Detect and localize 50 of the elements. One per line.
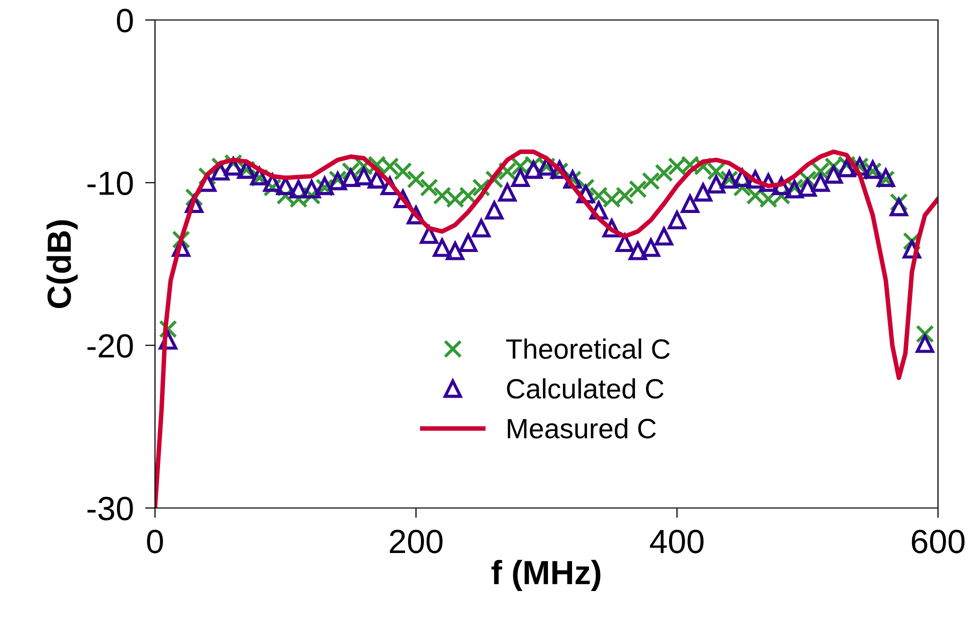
legend-label: Measured C <box>508 418 656 438</box>
point <box>302 180 321 198</box>
point <box>654 164 674 182</box>
point <box>276 176 295 196</box>
point <box>798 178 817 197</box>
point <box>511 168 530 187</box>
legend-label: Theoretical C <box>506 338 670 359</box>
x-tick-label: 0 <box>147 530 163 554</box>
point <box>368 170 386 189</box>
point <box>668 210 686 230</box>
point <box>824 165 843 184</box>
point <box>706 175 726 194</box>
point <box>890 198 908 216</box>
x-tick-label: 200 <box>390 530 443 554</box>
point <box>706 162 726 180</box>
y-tick-label: -30 <box>87 496 133 520</box>
x-tick-label: 600 <box>912 530 965 554</box>
point <box>524 160 543 179</box>
point <box>628 242 648 260</box>
point <box>354 166 373 186</box>
point <box>811 174 830 192</box>
point <box>680 194 700 213</box>
point <box>342 168 360 187</box>
point <box>811 162 830 180</box>
point <box>485 201 504 220</box>
point <box>406 170 426 189</box>
point <box>472 219 490 238</box>
point <box>498 183 517 202</box>
point <box>432 238 452 257</box>
x-axis-title: f (MHz) <box>492 560 600 591</box>
y-axis-title: C(dB) <box>46 220 78 308</box>
y-tick-label: -20 <box>87 334 133 358</box>
y-tick-label: -10 <box>87 171 133 196</box>
point <box>628 180 648 198</box>
point <box>642 238 660 257</box>
point <box>654 227 674 246</box>
point <box>916 324 934 344</box>
point <box>420 178 438 197</box>
point <box>446 242 464 260</box>
point <box>694 183 712 202</box>
y-tick-label: 0 <box>116 8 133 32</box>
x-tick-label: 400 <box>650 530 704 554</box>
point <box>916 334 934 353</box>
legend-label: Calculated C <box>506 378 664 399</box>
point <box>394 162 412 180</box>
point <box>289 180 308 198</box>
point <box>459 234 478 252</box>
point <box>472 178 490 197</box>
point <box>837 158 856 178</box>
point <box>642 172 660 190</box>
